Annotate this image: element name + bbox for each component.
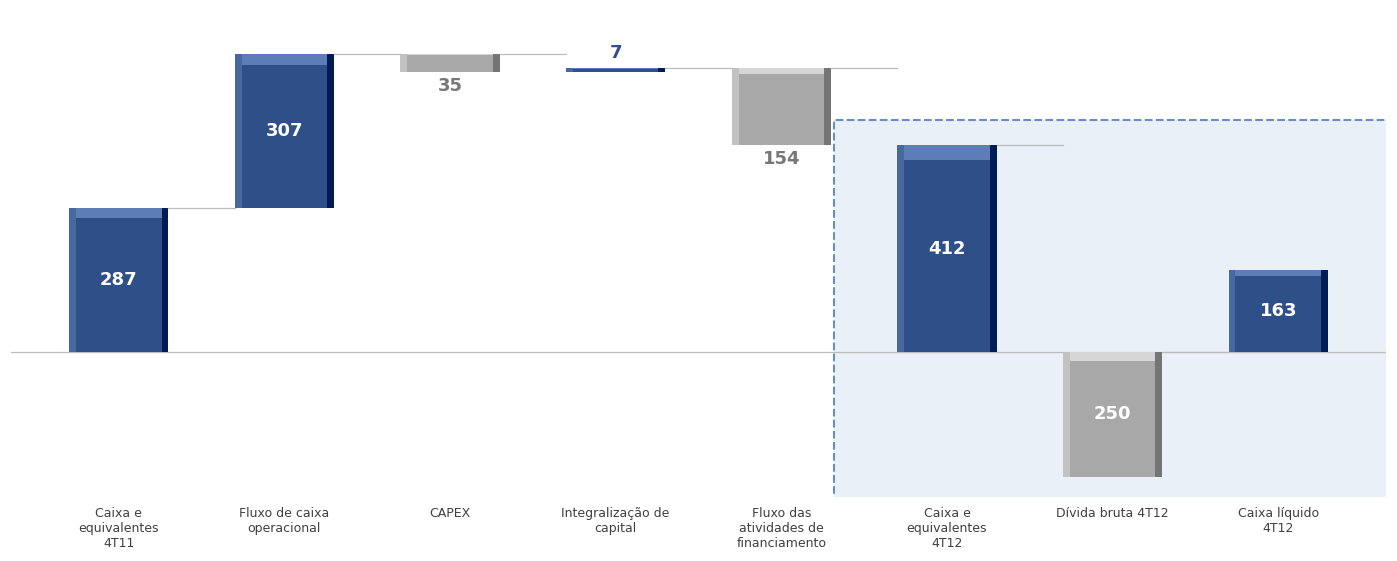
Text: 35: 35 [437, 77, 462, 95]
Bar [989, 145, 996, 352]
Bar [566, 68, 573, 72]
Bar [824, 68, 831, 145]
Bar [235, 54, 242, 208]
Bar [658, 68, 665, 72]
Bar [493, 54, 500, 72]
Text: 163: 163 [1260, 302, 1296, 320]
Bar [401, 54, 500, 72]
Bar [401, 54, 408, 72]
Bar [1228, 270, 1329, 352]
Bar [1228, 270, 1235, 352]
Bar [1322, 270, 1329, 352]
Bar [68, 208, 169, 352]
Bar [235, 54, 334, 65]
Text: 7: 7 [609, 44, 622, 62]
Bar [732, 68, 831, 145]
Bar [1228, 270, 1329, 276]
Bar [897, 145, 996, 352]
Bar [897, 145, 996, 160]
Text: 307: 307 [265, 122, 303, 140]
Bar [68, 208, 169, 218]
Bar [732, 68, 739, 145]
Bar [162, 208, 169, 352]
Text: 412: 412 [928, 240, 965, 257]
Bar [327, 54, 334, 208]
Bar [1063, 352, 1162, 361]
Bar [566, 68, 665, 72]
Bar [732, 68, 831, 73]
Bar [1155, 352, 1162, 477]
Text: 154: 154 [763, 150, 800, 168]
Bar [401, 54, 500, 56]
Bar [834, 121, 1391, 517]
Bar [1063, 352, 1162, 477]
Bar [68, 208, 75, 352]
Bar [897, 145, 904, 352]
Bar [235, 54, 334, 208]
Text: 287: 287 [101, 271, 137, 289]
Text: 250: 250 [1094, 406, 1132, 424]
Bar [834, 121, 1391, 517]
Bar [566, 68, 665, 69]
Bar [1063, 352, 1070, 477]
